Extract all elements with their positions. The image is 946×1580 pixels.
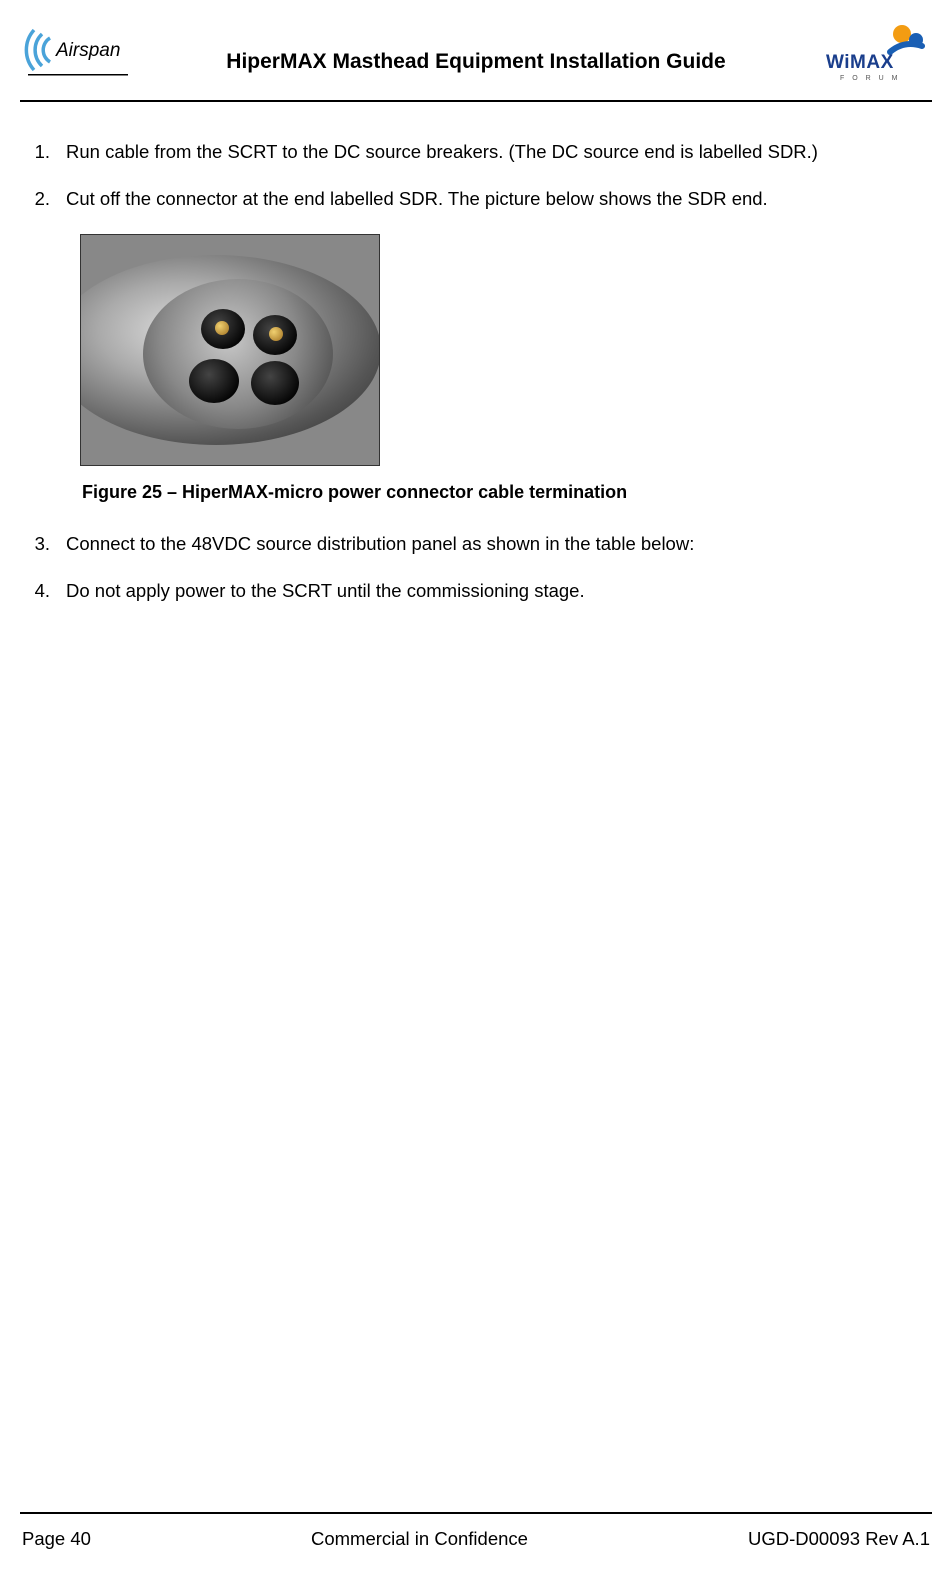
step-text: Cut off the connector at the end labelle… [66, 187, 924, 212]
figure-caption: Figure 25 – HiperMAX-micro power connect… [80, 480, 924, 504]
step-number: 4. [28, 579, 66, 604]
step-3: 3. Connect to the 48VDC source distribut… [28, 532, 924, 557]
step-text: Do not apply power to the SCRT until the… [66, 579, 924, 604]
step-number: 2. [28, 187, 66, 212]
svg-text:WiMAX: WiMAX [826, 52, 894, 73]
wimax-forum-logo: WiMAX F O R U M [812, 18, 932, 88]
step-text: Connect to the 48VDC source distribution… [66, 532, 924, 557]
step-number: 1. [28, 140, 66, 165]
page: Airspan HiperMAX Masthead Equipment Inst… [0, 0, 946, 1580]
figure-25: Figure 25 – HiperMAX-micro power connect… [80, 234, 924, 504]
step-4: 4. Do not apply power to the SCRT until … [28, 579, 924, 604]
page-footer-wrap: Page 40 Commercial in Confidence UGD-D00… [20, 1512, 932, 1580]
page-footer: Page 40 Commercial in Confidence UGD-D00… [20, 1514, 932, 1580]
step-number: 3. [28, 532, 66, 557]
step-text: Run cable from the SCRT to the DC source… [66, 140, 924, 165]
confidentiality-label: Commercial in Confidence [311, 1528, 528, 1550]
connector-photo [80, 234, 380, 466]
page-number: Page 40 [22, 1528, 91, 1550]
step-2: 2. Cut off the connector at the end labe… [28, 187, 924, 212]
svg-text:Airspan: Airspan [55, 40, 120, 61]
document-title: HiperMAX Masthead Equipment Installation… [140, 18, 812, 74]
page-header: Airspan HiperMAX Masthead Equipment Inst… [20, 18, 932, 94]
airspan-logo: Airspan [20, 18, 140, 88]
document-id: UGD-D00093 Rev A.1 [748, 1528, 930, 1550]
svg-text:F O R U M: F O R U M [840, 75, 900, 82]
content-area: 1. Run cable from the SCRT to the DC sou… [20, 102, 932, 1512]
step-1: 1. Run cable from the SCRT to the DC sou… [28, 140, 924, 165]
